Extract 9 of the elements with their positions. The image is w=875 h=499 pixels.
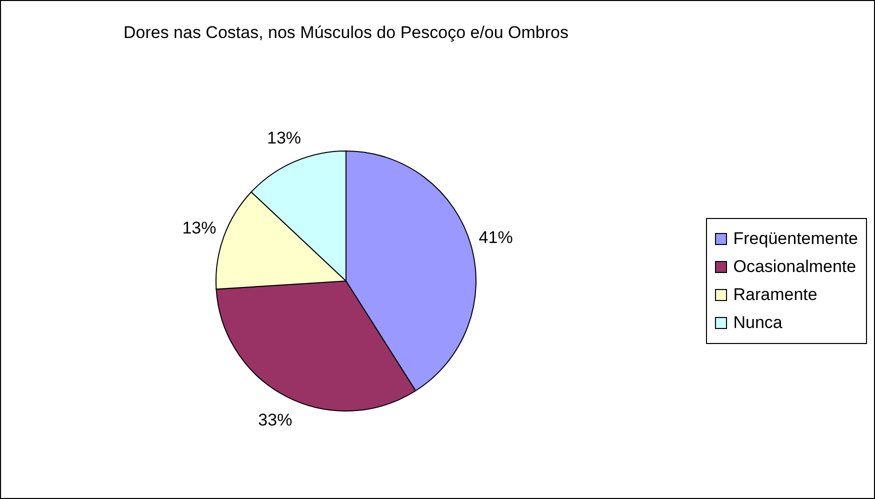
legend-label: Raramente: [733, 285, 818, 305]
legend-label: Ocasionalmente: [733, 257, 856, 277]
chart-title: Dores nas Costas, nos Músculos do Pescoço e/ou Ombros: [122, 23, 570, 43]
data-label: 13%: [182, 218, 216, 238]
data-label: 33%: [258, 410, 292, 430]
legend-label: Freqüentemente: [733, 229, 858, 249]
data-label: 41%: [478, 228, 513, 247]
data-label: 13%: [267, 128, 302, 148]
legend-label: Nunca: [733, 313, 782, 333]
